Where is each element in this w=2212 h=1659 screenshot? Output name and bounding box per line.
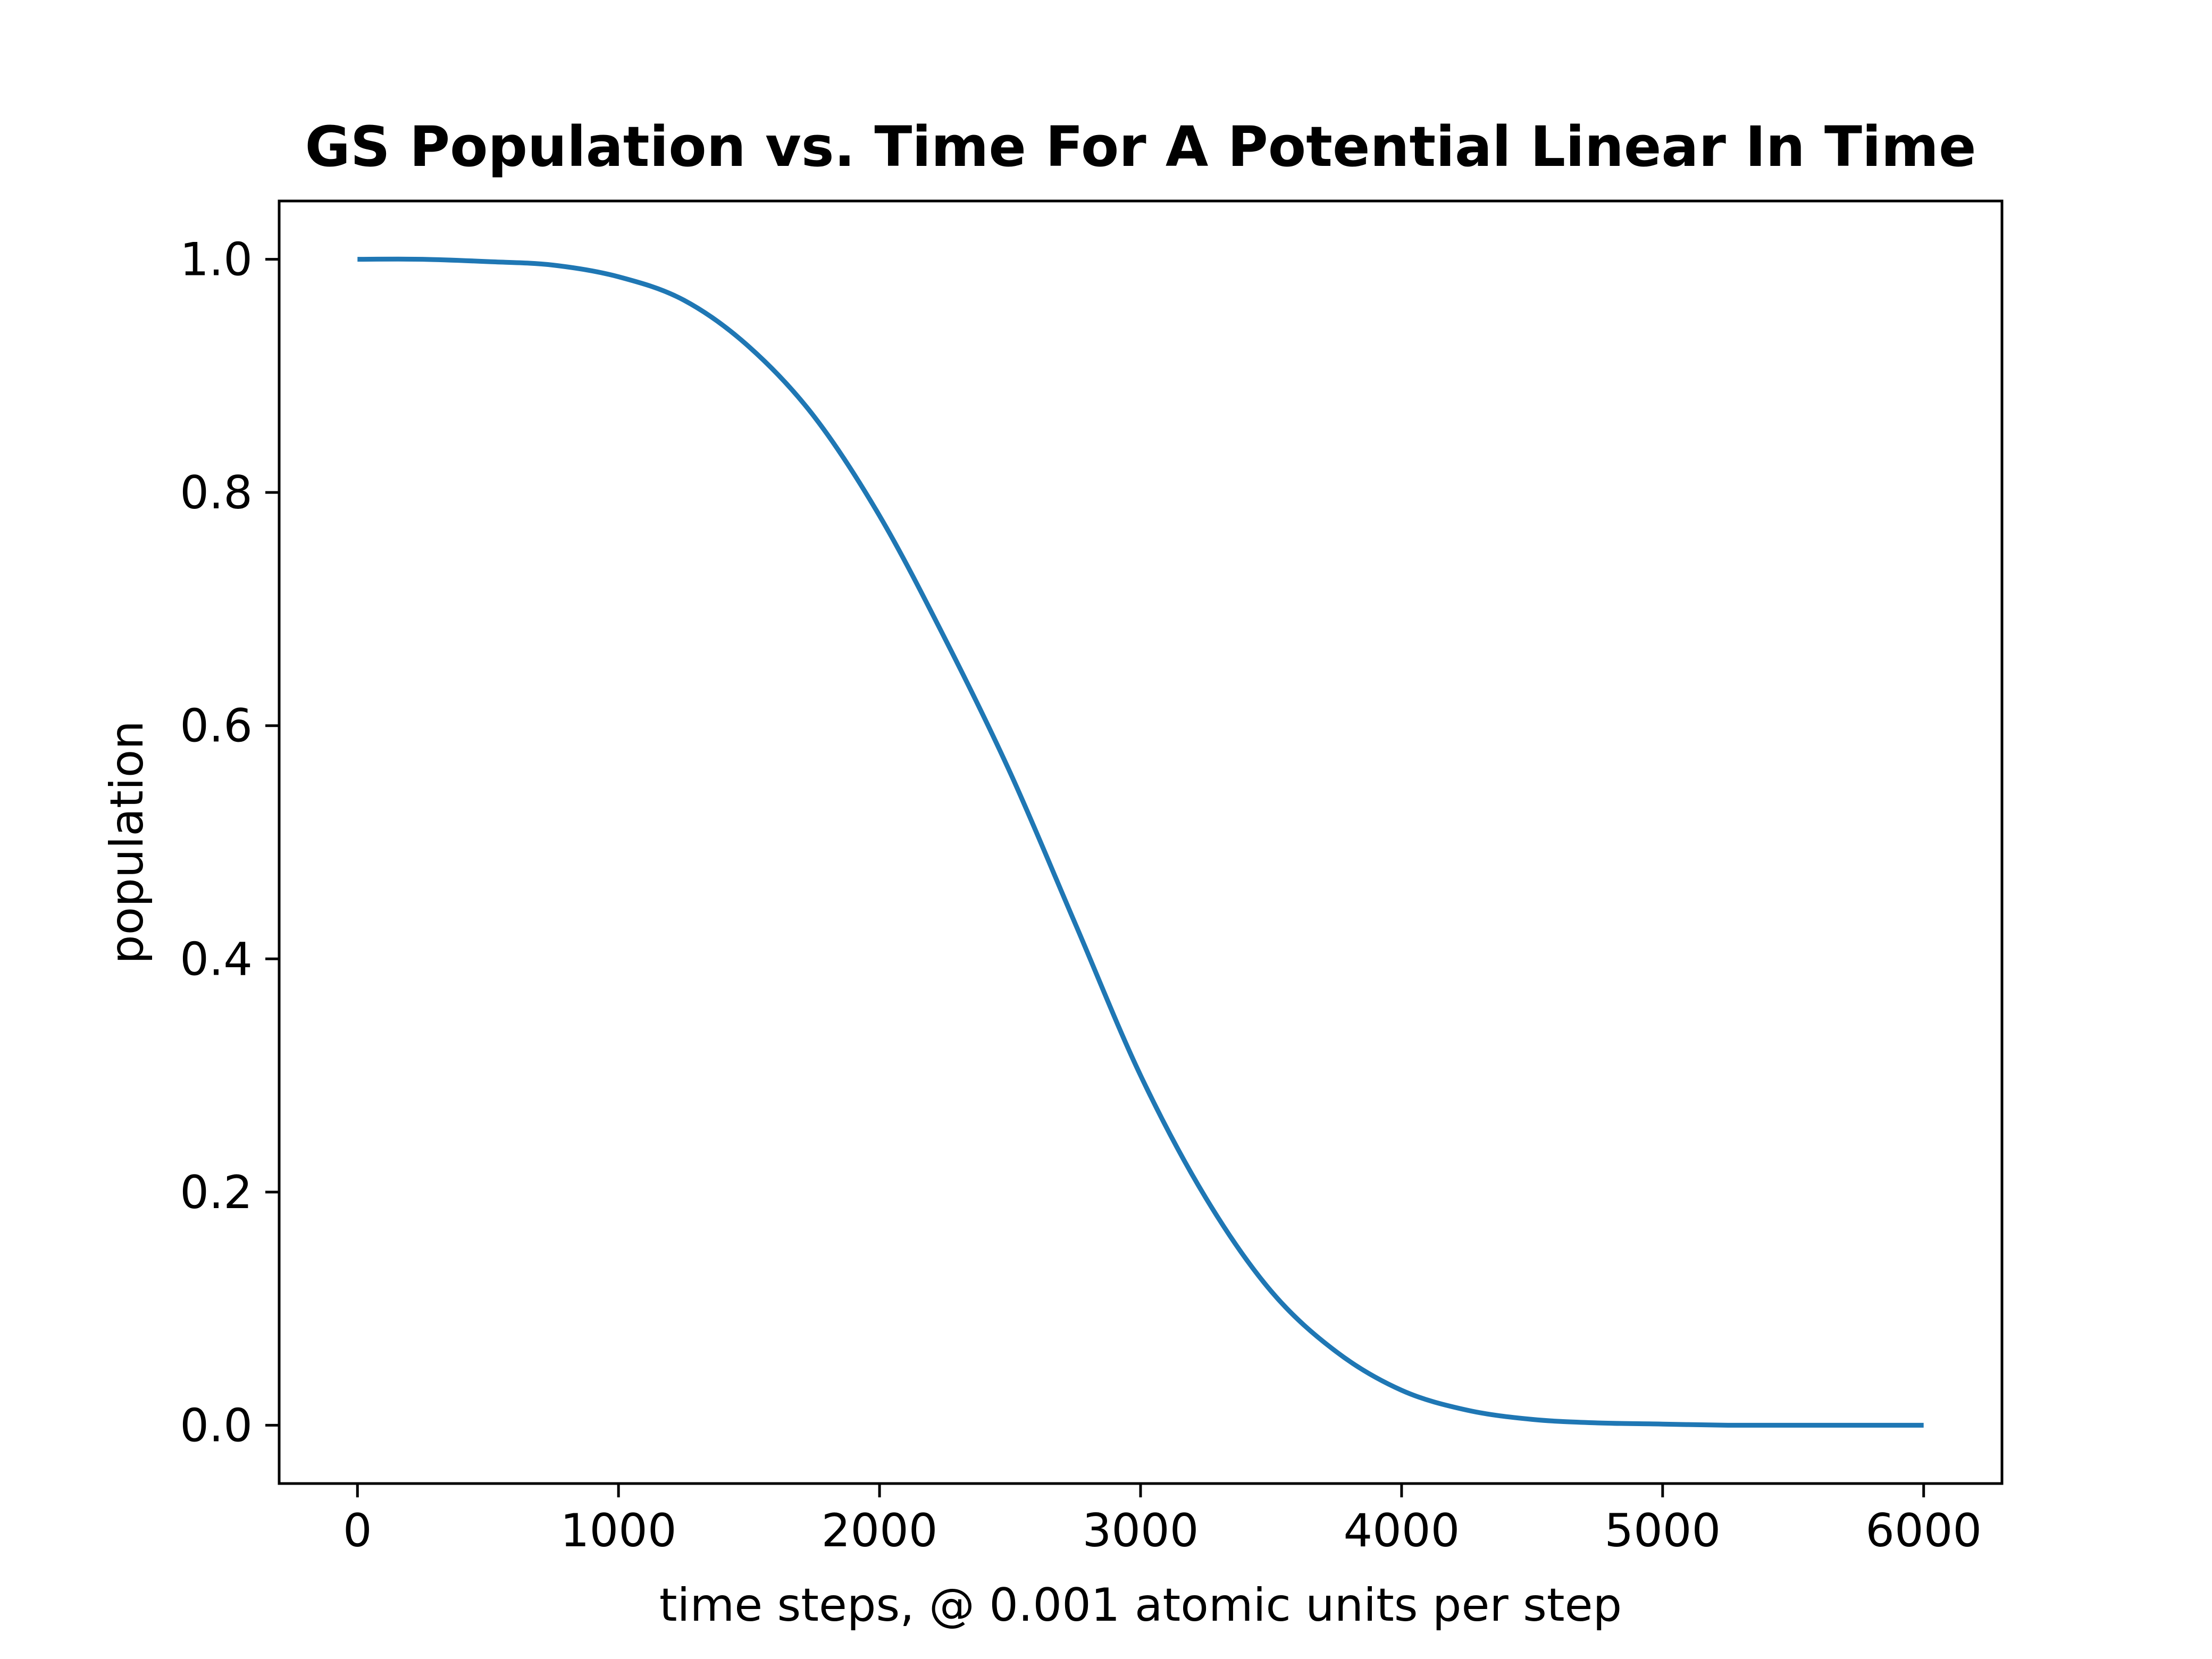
- x-tick-label: 3000: [1083, 1504, 1199, 1557]
- x-tick-label: 2000: [822, 1504, 938, 1557]
- series-line-population: [357, 256, 1924, 1428]
- chart-title: GS Population vs. Time For A Potential L…: [305, 114, 1976, 179]
- y-tick-label: 0.2: [180, 1166, 253, 1219]
- plot-frame: [278, 199, 2004, 1485]
- x-axis-label: time steps, @ 0.001 atomic units per ste…: [659, 1579, 1622, 1632]
- x-tick-label: 6000: [1865, 1504, 1982, 1557]
- y-axis: 0.0 0.2 0.4 0.6 0.8 1.0: [180, 233, 279, 1452]
- x-tick-label: 4000: [1343, 1504, 1460, 1557]
- x-tick-label: 0: [343, 1504, 372, 1557]
- y-tick-label: 1.0: [180, 233, 253, 287]
- y-axis-label: population: [100, 720, 154, 964]
- x-tick-label: 5000: [1604, 1504, 1721, 1557]
- y-tick-label: 0.0: [180, 1399, 253, 1452]
- y-tick-label: 0.6: [180, 700, 253, 753]
- x-axis: 0 1000 2000 3000 4000 5000 6000: [343, 1484, 1982, 1557]
- y-tick-label: 0.4: [180, 933, 253, 986]
- x-tick-label: 1000: [560, 1504, 677, 1557]
- y-tick-label: 0.8: [180, 466, 253, 520]
